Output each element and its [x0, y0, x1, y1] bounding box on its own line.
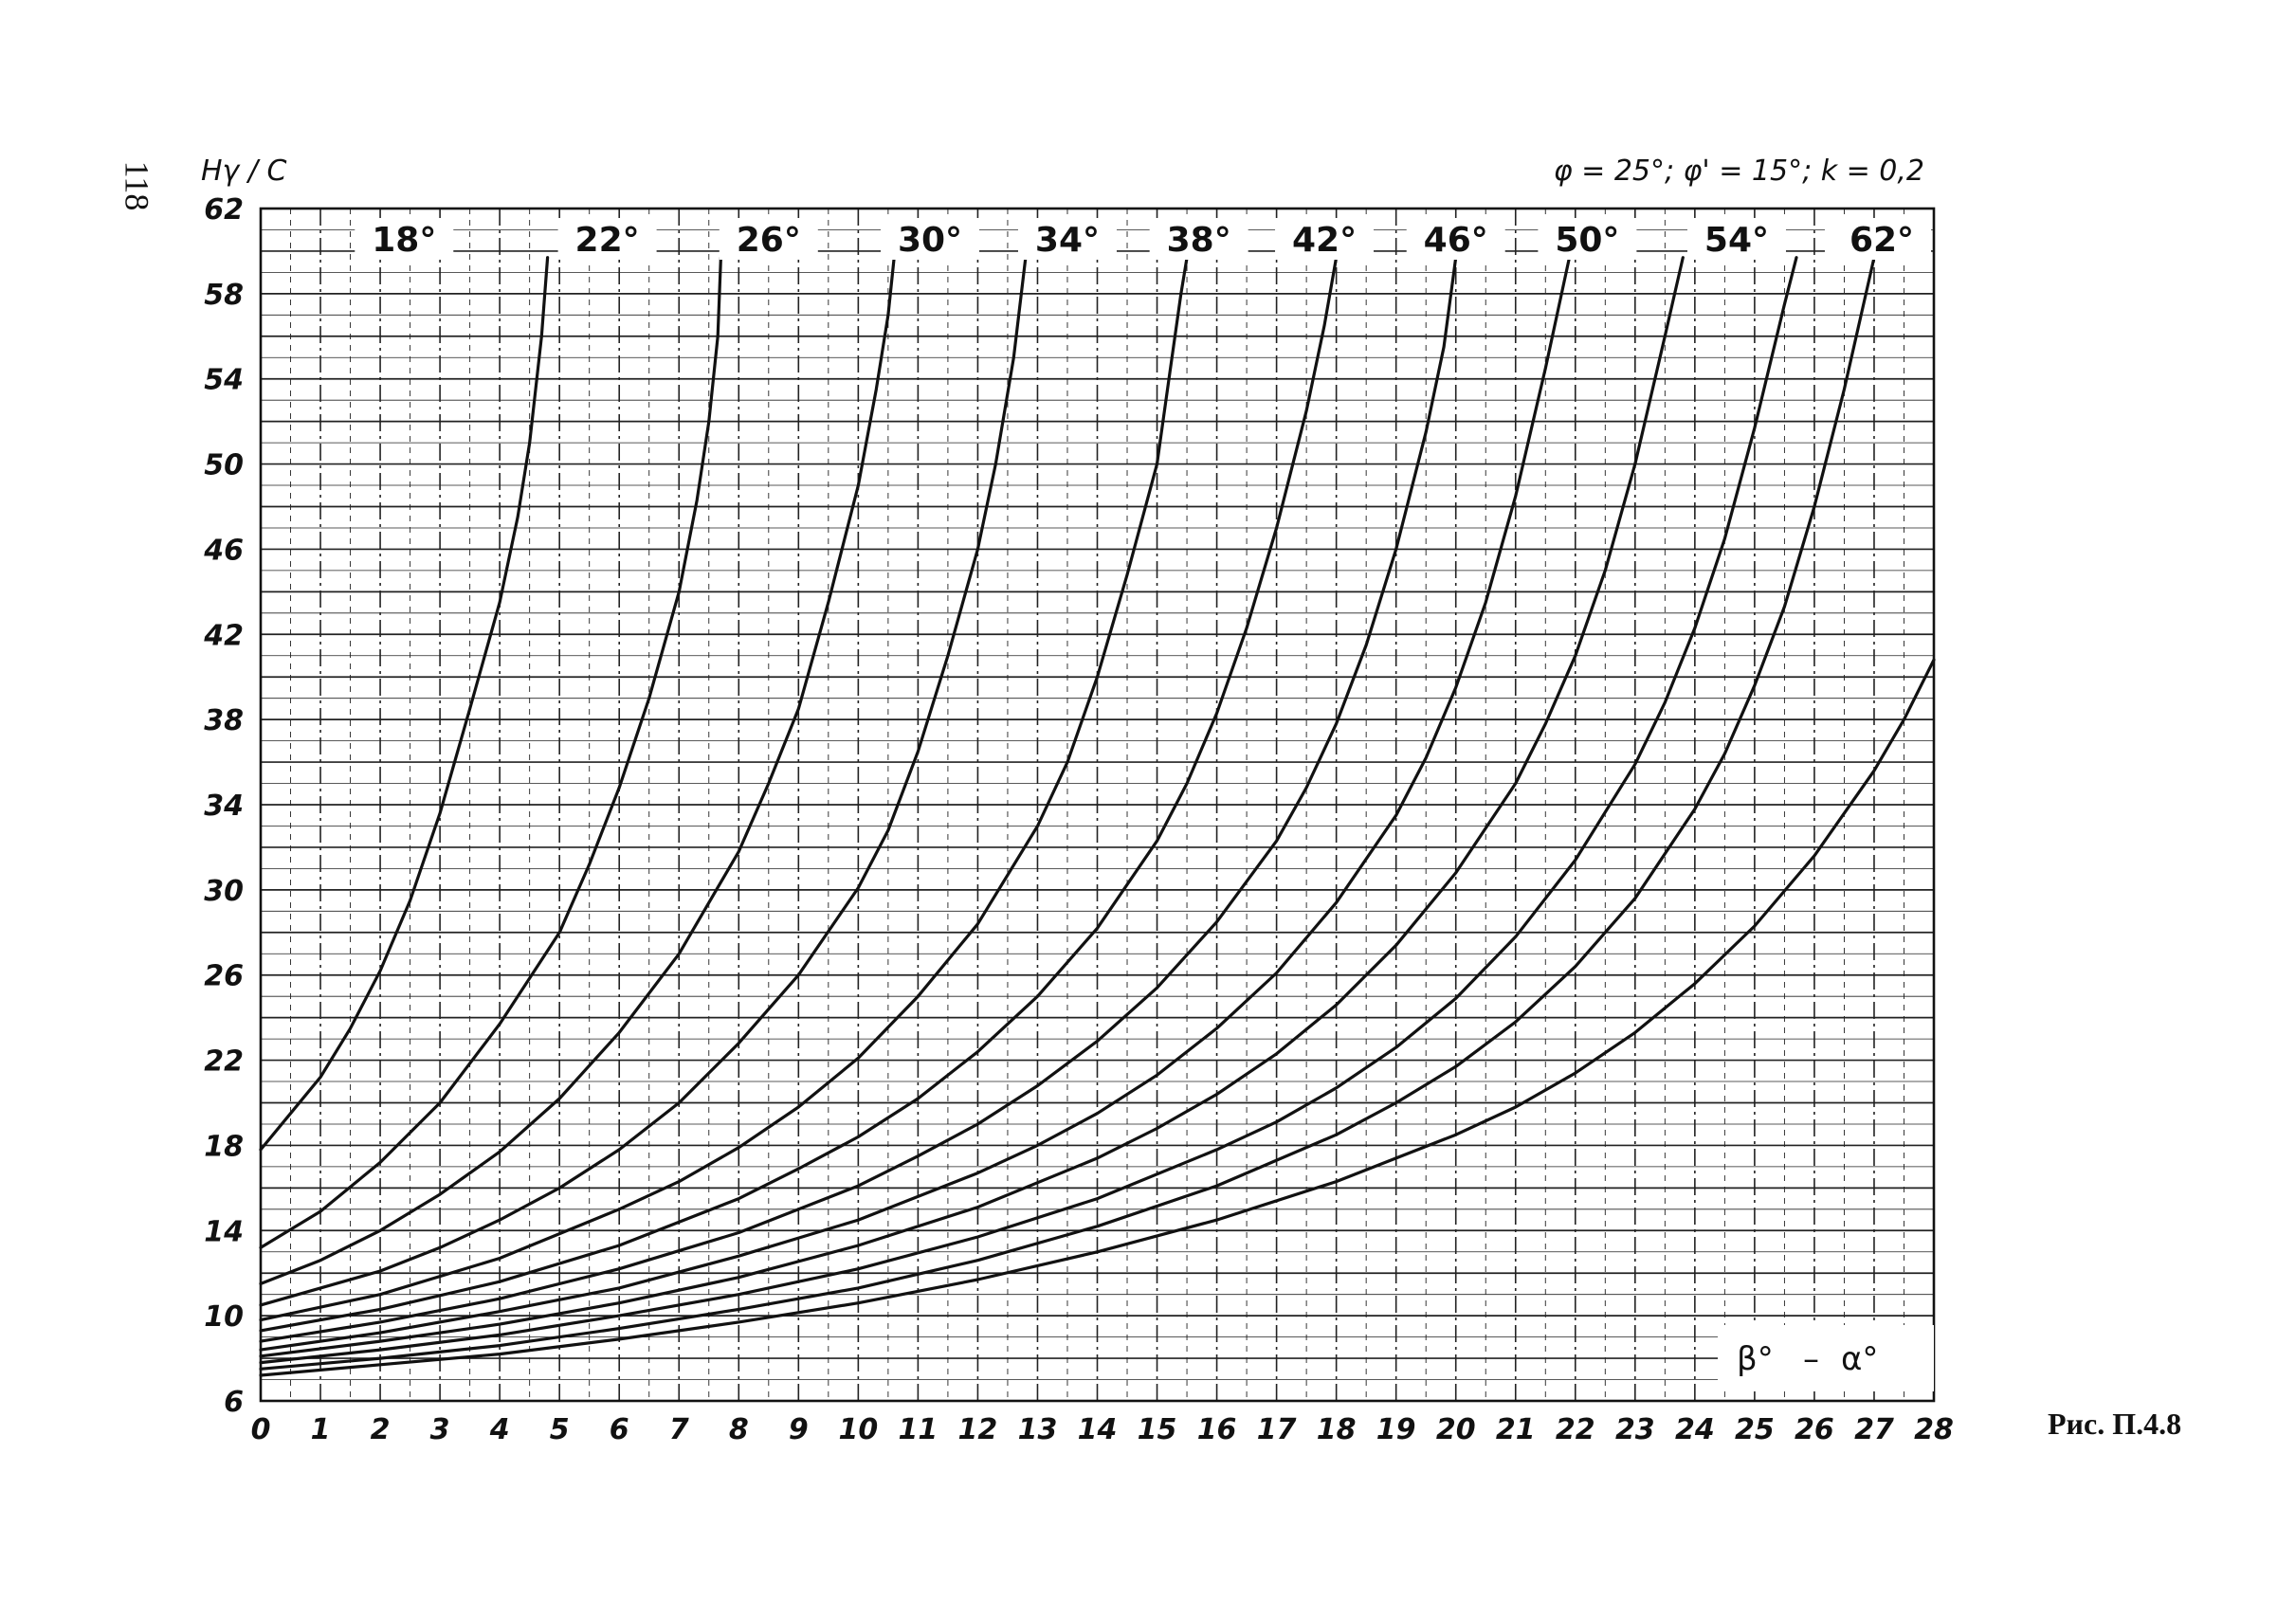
x-tick-label: 19	[1376, 1413, 1416, 1446]
x-tick-label: 0	[251, 1413, 271, 1446]
x-axis-label-dash: –	[1803, 1340, 1819, 1378]
x-axis-label-beta: β°	[1737, 1340, 1774, 1378]
series-line-10	[259, 256, 1798, 1365]
series-line-6	[259, 256, 1339, 1333]
series-label-bg	[1686, 218, 1786, 260]
y-tick-label: 42	[203, 619, 244, 652]
series-label: 30°	[898, 221, 962, 260]
x-tick-label: 11	[899, 1413, 938, 1446]
series-label: 22°	[575, 221, 640, 260]
x-tick-label: 5	[550, 1413, 570, 1446]
x-tick-label: 1	[311, 1413, 331, 1446]
plot-frame	[259, 207, 1936, 1403]
series-label: 62°	[1850, 221, 1914, 260]
series-label: 34°	[1035, 221, 1100, 260]
y-tick-label: 30	[204, 875, 244, 908]
chart-annotation: φ = 25°; φ' = 15°; k = 0,2	[1554, 154, 1924, 188]
series-label: 46°	[1424, 221, 1488, 260]
series-line-2	[259, 256, 722, 1249]
y-tick-label: 50	[204, 449, 244, 482]
y-tick-label: 26	[204, 960, 244, 993]
series-line-11	[259, 256, 1876, 1371]
x-tick-label: 15	[1138, 1413, 1177, 1446]
label-layer: 18°22°26°30°34°38°42°46°50°54°58°62°	[355, 218, 1931, 260]
y-tick-label: 62	[204, 193, 244, 227]
y-tick-label: 6	[224, 1386, 244, 1419]
x-tick-label: 9	[789, 1413, 809, 1446]
series-line-9	[259, 256, 1685, 1358]
series-label-bg	[1275, 218, 1375, 260]
y-tick-label: 18	[204, 1130, 244, 1163]
y-tick-label: 46	[203, 534, 244, 567]
series-label: 26°	[737, 221, 801, 260]
series-label-bg	[355, 218, 454, 260]
y-tick-label: 10	[204, 1300, 244, 1334]
series-label: 50°	[1555, 221, 1619, 260]
x-tick-label: 28	[1914, 1413, 1954, 1446]
series-label: 38°	[1167, 221, 1231, 260]
series-label-bg	[881, 218, 979, 260]
x-tick-label: 12	[958, 1413, 998, 1446]
series-label-bg	[719, 218, 818, 260]
axis-layer: 0 1 2 3 4 5 6 7 8 9 10 11 12 13 14 15 16 17 18 19 20 21 22 23 24…	[203, 193, 1954, 1446]
x-tick-label: 2	[371, 1413, 391, 1446]
figure-caption: Рис. П.4.8	[2048, 1407, 2182, 1441]
page-number: 118	[118, 160, 156, 211]
series-line-12	[259, 658, 1936, 1377]
y-tick-label: 22	[204, 1045, 244, 1079]
y-axis-label: Hγ / C	[201, 154, 286, 188]
series-label-bg	[1406, 218, 1505, 260]
y-tick-label: 34	[204, 790, 244, 823]
series-line-3	[259, 256, 896, 1285]
x-tick-label: 4	[489, 1413, 510, 1446]
x-tick-label: 17	[1257, 1413, 1297, 1446]
y-tick-label: 58	[204, 279, 244, 312]
x-tick-label: 22	[1556, 1413, 1595, 1446]
grid-layer	[260, 208, 1935, 1402]
x-tick-label: 14	[1078, 1413, 1118, 1446]
x-tick-label: 10	[838, 1413, 878, 1446]
y-tick-label: 14	[204, 1215, 244, 1248]
x-tick-label: 13	[1018, 1413, 1058, 1446]
x-axis-label-box	[1718, 1325, 1934, 1391]
series-label-bg	[1832, 218, 1931, 260]
x-tick-label: 16	[1197, 1413, 1237, 1446]
x-tick-label: 25	[1735, 1413, 1775, 1446]
x-tick-label: 27	[1854, 1413, 1894, 1446]
series-layer	[259, 256, 1936, 1377]
x-tick-label: 21	[1496, 1413, 1536, 1446]
series-label-bg	[1538, 218, 1637, 260]
x-tick-label: 6	[610, 1413, 629, 1446]
series-line-4	[259, 256, 1028, 1307]
series-line-5	[259, 256, 1189, 1322]
x-tick-label: 8	[729, 1413, 749, 1446]
series-label-bg	[1017, 218, 1117, 260]
x-tick-label: 26	[1795, 1413, 1834, 1446]
x-tick-label: 3	[430, 1413, 450, 1446]
x-tick-label: 23	[1615, 1413, 1655, 1446]
y-tick-label: 38	[204, 704, 244, 737]
series-label: 18°	[372, 221, 436, 260]
x-tick-label: 20	[1436, 1413, 1476, 1446]
series-line-8	[259, 256, 1572, 1352]
series-label-bg	[1149, 218, 1248, 260]
x-axis-label-alpha: α°	[1841, 1340, 1878, 1378]
y-tick-label: 54	[204, 364, 244, 397]
x-tick-label: 7	[669, 1413, 689, 1446]
x-tick-label: 24	[1675, 1413, 1715, 1446]
series-label: 42°	[1292, 221, 1357, 260]
series-line-1	[259, 256, 550, 1152]
x-tick-label: 18	[1317, 1413, 1357, 1446]
series-label: 54°	[1704, 221, 1769, 260]
series-label-bg	[557, 218, 657, 260]
series-line-7	[259, 256, 1458, 1343]
